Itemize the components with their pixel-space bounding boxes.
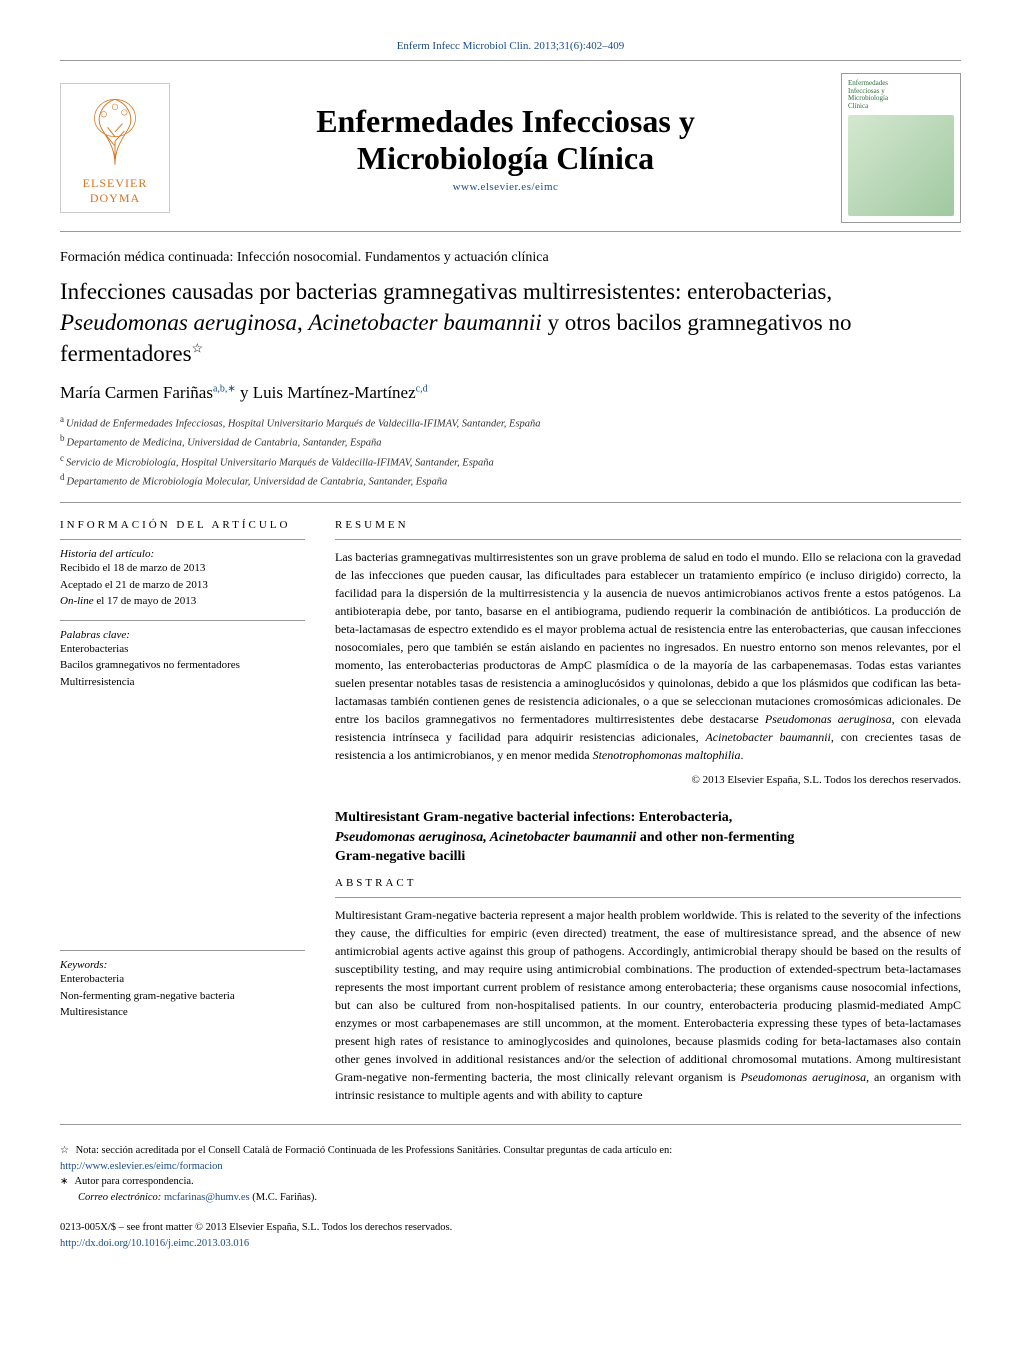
cover-title-4: Clínica [848,103,954,111]
affil-a: aUnidad de Enfermedades Infecciosas, Hos… [60,413,961,432]
section-label: Formación médica continuada: Infección n… [60,250,961,266]
resumen-heading: RESUMEN [335,519,961,531]
header-rule-top [60,60,961,61]
journal-header: ELSEVIER DOYMA Enfermedades Infecciosas … [60,73,961,223]
footnote-corr-symbol: ∗ [60,1176,68,1187]
affil-c: cServicio de Microbiología, Hospital Uni… [60,452,961,471]
footer-issn: 0213-005X/$ – see front matter © 2013 El… [60,1220,961,1236]
affil-b: bDepartamento de Medicina, Universidad d… [60,432,961,451]
journal-url[interactable]: www.elsevier.es/eimc [190,181,821,193]
header-rule-bottom [60,231,961,232]
authors-line: María Carmen Fariñasa,b,∗ y Luis Martíne… [60,383,961,403]
affil-d: dDepartamento de Microbiología Molecular… [60,471,961,490]
journal-title-line1: Enfermedades Infecciosas y [190,103,821,140]
resumen-rule [335,539,961,540]
keywords-es-label: Palabras clave: [60,629,305,641]
kw-es-1: Enterobacterias [60,641,305,658]
keywords-en: Enterobacteria Non-fermenting gram-negat… [60,971,305,1021]
publisher-logo-text: ELSEVIER DOYMA [67,176,163,206]
left-column: INFORMACIÓN DEL ARTÍCULO Historia del ar… [60,519,305,1104]
title-note-symbol: ☆ [192,340,204,355]
history-online: On-line el 17 de mayo de 2013 [60,593,305,610]
publisher-logo: ELSEVIER DOYMA [60,83,170,213]
footer-doi-link[interactable]: http://dx.doi.org/10.1016/j.eimc.2013.03… [60,1238,249,1249]
kw-en-3: Multiresistance [60,1004,305,1021]
abstract-heading: ABSTRACT [335,877,961,889]
cover-image-placeholder [848,115,954,216]
footnotes: ☆ Nota: sección acreditada por el Consel… [60,1143,961,1206]
resumen-copyright: © 2013 Elsevier España, S.L. Todos los d… [335,774,961,786]
author-1-sup: a,b,∗ [213,383,236,394]
journal-title-block: Enfermedades Infecciosas y Microbiología… [190,103,821,193]
elsevier-tree-icon [75,90,155,174]
article-title: Infecciones causadas por bacterias gramn… [60,276,961,369]
history-lines: Recibido el 18 de marzo de 2013 Aceptado… [60,560,305,610]
right-column: RESUMEN Las bacterias gramnegativas mult… [335,519,961,1104]
footnote-email-label: Correo electrónico: [78,1192,161,1203]
kw-en-2: Non-fermenting gram-negative bacteria [60,988,305,1005]
history-label: Historia del artículo: [60,548,305,560]
left-rule-3 [60,950,305,951]
info-heading: INFORMACIÓN DEL ARTÍCULO [60,519,305,531]
en-title-line2: Pseudomonas aeruginosa, Acinetobacter ba… [335,828,961,848]
keywords-es: Enterobacterias Bacilos gramnegativos no… [60,641,305,691]
footnote-email: Correo electrónico: mcfarinas@humv.es (M… [60,1190,961,1206]
left-rule-1 [60,539,305,540]
english-title: Multiresistant Gram-negative bacterial i… [335,808,961,867]
title-italic-1: Pseudomonas aeruginosa [60,310,297,335]
footnote-note-link[interactable]: http://www.eslevier.es/eimc/formacion [60,1161,223,1172]
citation-header: Enferm Infecc Microbiol Clin. 2013;31(6)… [60,40,961,52]
title-italic-2: Acinetobacter baumannii [309,310,542,335]
keywords-en-label: Keywords: [60,959,305,971]
footnote-corr-text: Autor para correspondencia. [74,1176,193,1187]
authors-joiner: y [236,383,253,402]
footnote-rule [60,1124,961,1125]
journal-title-line2: Microbiología Clínica [190,140,821,177]
resumen-body: Las bacterias gramnegativas multirresist… [335,548,961,764]
footnote-note-text: Nota: sección acreditada por el Consell … [76,1145,673,1156]
title-part1: Infecciones causadas por bacterias gramn… [60,279,832,304]
footnote-accreditation: ☆ Nota: sección acreditada por el Consel… [60,1143,961,1175]
footnote-email-link[interactable]: mcfarinas@humv.es [164,1192,250,1203]
title-part3: , [297,310,309,335]
affiliations: aUnidad de Enfermedades Infecciosas, Hos… [60,413,961,490]
footnote-star-icon: ☆ [60,1145,69,1156]
rule-before-body [60,502,961,503]
footnote-correspondence: ∗ Autor para correspondencia. [60,1174,961,1190]
kw-en-1: Enterobacteria [60,971,305,988]
kw-es-2: Bacilos gramnegativos no fermentadores [60,657,305,674]
kw-es-3: Multirresistencia [60,674,305,691]
footnote-email-attr: (M.C. Fariñas). [250,1192,317,1203]
history-received: Recibido el 18 de marzo de 2013 [60,560,305,577]
abstract-body: Multiresistant Gram-negative bacteria re… [335,906,961,1104]
footer-meta: 0213-005X/$ – see front matter © 2013 El… [60,1220,961,1252]
author-2-sup: c,d [416,383,428,394]
author-2-name: Luis Martínez-Martínez [253,383,416,402]
abstract-rule [335,897,961,898]
en-title-line3: Gram-negative bacilli [335,847,961,867]
left-rule-2 [60,620,305,621]
author-1-name: María Carmen Fariñas [60,383,213,402]
en-title-line1: Multiresistant Gram-negative bacterial i… [335,808,961,828]
article-body: INFORMACIÓN DEL ARTÍCULO Historia del ar… [60,519,961,1104]
history-accepted: Aceptado el 21 de marzo de 2013 [60,577,305,594]
journal-cover-thumbnail: Enfermedades Infecciosas y Microbiología… [841,73,961,223]
